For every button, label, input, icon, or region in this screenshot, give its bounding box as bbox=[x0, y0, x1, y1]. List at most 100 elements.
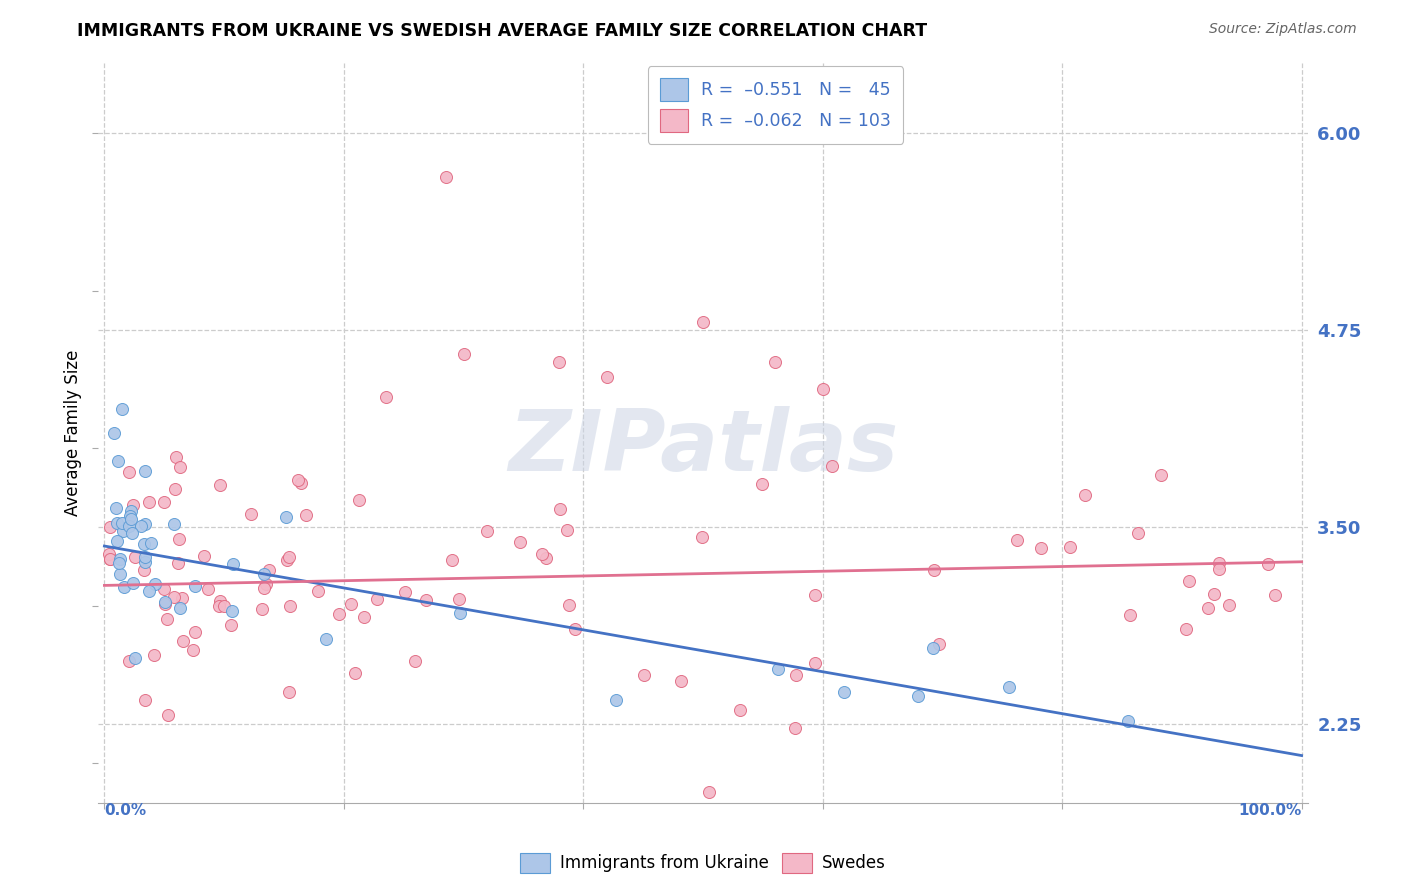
Point bbox=[153, 582, 176, 596]
Point bbox=[108, 552, 131, 566]
Point bbox=[184, 625, 207, 640]
Point bbox=[169, 459, 191, 474]
Point bbox=[107, 454, 129, 468]
Point bbox=[1197, 601, 1219, 615]
Point bbox=[121, 576, 143, 591]
Point bbox=[274, 509, 297, 524]
Point bbox=[105, 533, 128, 548]
Point bbox=[167, 556, 190, 570]
Point bbox=[163, 590, 186, 604]
Point bbox=[1208, 562, 1230, 576]
Point bbox=[287, 473, 309, 487]
Point bbox=[1128, 525, 1150, 540]
Point bbox=[105, 516, 128, 531]
Point bbox=[156, 708, 179, 723]
Point bbox=[605, 692, 627, 706]
Point bbox=[112, 580, 135, 594]
Point bbox=[785, 721, 807, 735]
Point bbox=[104, 500, 127, 515]
Point bbox=[928, 637, 950, 651]
Point bbox=[1059, 540, 1081, 554]
Point bbox=[108, 567, 131, 582]
Point bbox=[1150, 467, 1173, 482]
Point bbox=[441, 552, 464, 566]
Point bbox=[557, 523, 579, 537]
Point bbox=[347, 492, 370, 507]
Point bbox=[165, 450, 187, 465]
Point bbox=[811, 382, 834, 396]
Point bbox=[728, 702, 751, 716]
Point bbox=[307, 583, 329, 598]
Point bbox=[156, 612, 179, 626]
Point bbox=[134, 555, 156, 569]
Point bbox=[277, 685, 299, 699]
Point bbox=[294, 508, 316, 523]
Point bbox=[183, 643, 205, 657]
Point bbox=[257, 563, 280, 577]
Point bbox=[152, 495, 174, 509]
Point bbox=[924, 563, 946, 577]
Point bbox=[184, 579, 207, 593]
Point bbox=[121, 526, 143, 541]
Point bbox=[163, 482, 186, 496]
Point bbox=[278, 550, 301, 565]
Point bbox=[208, 594, 231, 608]
Point bbox=[1202, 587, 1225, 601]
Point bbox=[766, 662, 789, 676]
Point bbox=[132, 563, 155, 577]
Point bbox=[290, 475, 312, 490]
Point bbox=[1264, 588, 1286, 602]
Point bbox=[120, 504, 142, 518]
Point bbox=[254, 577, 277, 591]
Point bbox=[1257, 557, 1279, 571]
Point bbox=[155, 598, 177, 612]
Point bbox=[172, 634, 194, 648]
Point bbox=[353, 610, 375, 624]
Point bbox=[153, 595, 176, 609]
Point bbox=[804, 657, 827, 671]
Point bbox=[138, 495, 160, 509]
Point bbox=[108, 556, 131, 570]
Point bbox=[375, 390, 398, 404]
Point bbox=[278, 599, 301, 614]
Text: Source: ZipAtlas.com: Source: ZipAtlas.com bbox=[1209, 22, 1357, 37]
Point bbox=[344, 666, 367, 681]
Point bbox=[162, 516, 184, 531]
Point bbox=[118, 654, 141, 668]
Point bbox=[121, 498, 143, 512]
Point bbox=[633, 667, 655, 681]
Point bbox=[596, 370, 619, 384]
Point bbox=[120, 508, 142, 523]
Point bbox=[120, 512, 142, 526]
Point bbox=[134, 692, 156, 706]
Point bbox=[404, 654, 426, 668]
Point bbox=[222, 557, 245, 571]
Point bbox=[415, 593, 437, 607]
Point bbox=[669, 673, 692, 688]
Point bbox=[449, 606, 471, 620]
Point bbox=[340, 597, 363, 611]
Point bbox=[212, 599, 235, 614]
Point bbox=[1119, 607, 1142, 622]
Point bbox=[434, 170, 457, 185]
Point bbox=[170, 591, 193, 605]
Point bbox=[1116, 714, 1139, 728]
Point bbox=[447, 591, 470, 606]
Point bbox=[477, 524, 499, 539]
Point bbox=[1005, 533, 1028, 548]
Point bbox=[143, 648, 166, 663]
Point bbox=[253, 581, 276, 595]
Point bbox=[1174, 622, 1197, 636]
Text: 0.0%: 0.0% bbox=[104, 803, 146, 818]
Point bbox=[98, 552, 121, 566]
Point bbox=[692, 315, 714, 329]
Point bbox=[998, 681, 1021, 695]
Point bbox=[208, 599, 231, 614]
Point bbox=[124, 549, 146, 564]
Point bbox=[118, 465, 141, 479]
Point bbox=[763, 355, 786, 369]
Point bbox=[111, 402, 134, 417]
Point bbox=[751, 476, 773, 491]
Point bbox=[531, 547, 554, 561]
Point bbox=[548, 355, 571, 369]
